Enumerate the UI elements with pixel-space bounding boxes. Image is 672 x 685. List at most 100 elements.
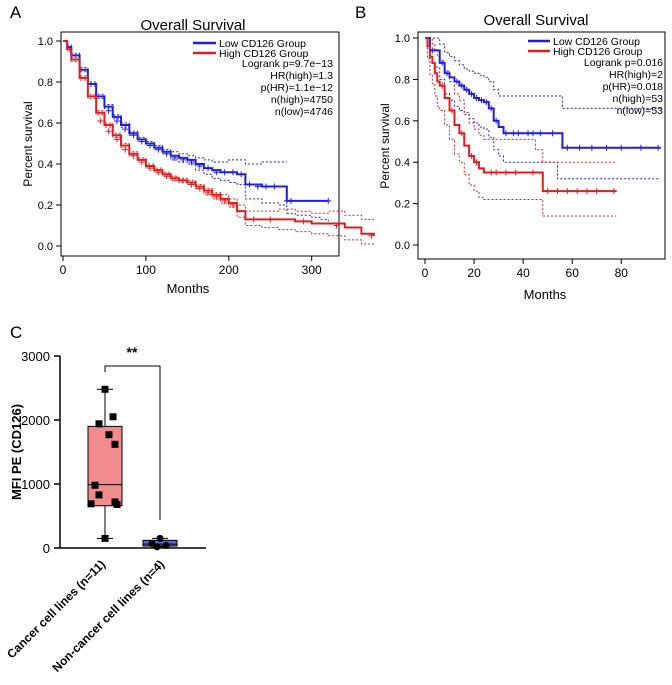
y-tick-label-b: 0.6 <box>395 116 410 128</box>
censor-mark-low-a <box>287 197 294 204</box>
y-tick-label-b: 0.8 <box>395 74 410 86</box>
censor-mark-low-b <box>463 86 470 93</box>
panel-label-a: A <box>10 3 22 22</box>
censor-mark-low-b <box>473 95 480 102</box>
x-tick-label-b: 60 <box>566 266 580 280</box>
censor-mark-low-b <box>502 130 509 137</box>
y-tick-label-b: 0.4 <box>395 157 410 169</box>
y-tick-label-a: 0.2 <box>38 200 53 212</box>
censor-mark-low-a <box>130 132 137 139</box>
data-point-noncancer <box>162 541 170 549</box>
y-axis-label-c: MFI PE (CD126) <box>9 404 24 500</box>
censor-mark-high-a <box>130 152 137 159</box>
censor-mark-high-a <box>221 197 228 204</box>
censor-mark-low-b <box>549 130 556 137</box>
censor-mark-high-b <box>493 169 500 176</box>
censor-mark-low-a <box>254 183 261 190</box>
survival-curve-high-a <box>63 40 375 236</box>
censor-mark-high-b <box>583 188 590 195</box>
censor-mark-low-a <box>138 138 145 145</box>
censor-mark-low-a <box>271 183 278 190</box>
censor-mark-low-a <box>325 197 332 204</box>
chart-title-b: Overall Survival <box>483 12 588 29</box>
x-tick-label-b: 20 <box>467 266 481 280</box>
chart-title-a: Overall Survival <box>140 17 245 34</box>
y-axis-label-a: Percent survival <box>21 101 35 186</box>
censor-mark-high-b <box>439 82 446 89</box>
censor-mark-high-a <box>122 146 129 153</box>
panel-label-b: B <box>355 3 366 22</box>
stat-nlow-a: n(low)=4746 <box>275 106 333 118</box>
censor-mark-high-b <box>610 188 617 195</box>
y-tick-label-b: 0.2 <box>395 199 410 211</box>
censor-mark-low-a <box>196 163 203 170</box>
survival-chart-a: Overall Survival Months Percent survival… <box>21 17 375 296</box>
censor-mark-high-a <box>147 165 154 172</box>
data-point-cancer <box>95 491 103 499</box>
data-point-cancer <box>91 481 99 489</box>
y-tick-label-c: 3000 <box>21 349 50 364</box>
y-tick-label-a: 1.0 <box>38 36 53 48</box>
stat-hr-a: HR(high)=1.3 <box>270 70 333 82</box>
significance-bracket <box>104 365 161 520</box>
x-tick-label-b: 80 <box>615 266 629 280</box>
censor-mark-high-b <box>593 188 600 195</box>
censor-mark-high-a <box>155 169 162 176</box>
censor-mark-low-a <box>213 169 220 176</box>
legend-label-high-a: High CD126 Group <box>219 48 308 60</box>
data-point-noncancer <box>148 540 156 548</box>
censor-mark-low-b <box>483 99 490 106</box>
box-plot-c: MFI PE (CD126) 0 1000 2000 3000 ** Cancer c… <box>4 344 206 675</box>
censor-mark-high-a <box>333 222 340 229</box>
x-tick-label-b: 40 <box>516 266 530 280</box>
data-point-noncancer <box>156 534 164 542</box>
category-label-cancer: Cancer cell lines (n=11) <box>4 557 108 661</box>
data-point-cancer <box>101 534 109 542</box>
y-tick-label-c: 2000 <box>21 413 50 428</box>
y-tick-label-a: 0.6 <box>38 118 53 130</box>
y-tick-label-a: 0.4 <box>38 159 53 171</box>
plot-frame-a <box>60 31 340 257</box>
y-tick-label-a: 0.0 <box>38 241 53 253</box>
censor-mark-low-b <box>537 130 544 137</box>
x-tick-label-a: 300 <box>302 263 322 277</box>
y-tick-label-a: 0.8 <box>38 77 53 89</box>
censor-mark-high-a <box>163 173 170 180</box>
data-point-cancer <box>109 413 117 421</box>
plot-frame-b <box>417 31 666 260</box>
y-tick-label-b: 1.0 <box>395 33 410 45</box>
censor-mark-low-b <box>444 70 451 77</box>
x-tick-label-a: 200 <box>219 263 239 277</box>
censor-mark-high-a <box>196 185 203 192</box>
censor-mark-low-a <box>246 181 253 188</box>
censor-mark-high-b <box>448 107 455 114</box>
censor-mark-low-b <box>603 144 610 151</box>
censor-mark-high-a <box>97 117 104 124</box>
censor-mark-high-b <box>468 152 475 159</box>
censor-mark-high-b <box>458 130 465 137</box>
censor-mark-high-a <box>180 177 187 184</box>
censor-mark-high-b <box>544 188 551 195</box>
censor-mark-low-b <box>576 144 583 151</box>
censor-mark-low-b <box>429 47 436 54</box>
stat-nlow-b: n(low)=53 <box>617 105 664 117</box>
censor-mark-low-a <box>188 158 195 165</box>
censor-mark-high-a <box>205 189 212 196</box>
censor-mark-low-a <box>221 169 228 176</box>
censor-mark-low-b <box>515 130 522 137</box>
censor-mark-low-b <box>468 90 475 97</box>
stat-logrank-a: Logrank p=9.7e−13 <box>242 58 333 70</box>
censor-mark-low-a <box>122 126 129 133</box>
data-point-cancer <box>101 385 109 393</box>
ci-lower-low-a <box>63 40 329 222</box>
legend-label-low-a: Low CD126 Group <box>219 38 306 50</box>
censor-mark-high-b <box>512 169 519 176</box>
censor-mark-low-b <box>458 82 465 89</box>
censor-mark-low-b <box>493 117 500 124</box>
data-point-cancer <box>105 431 113 439</box>
x-tick-label-a: 0 <box>60 263 67 277</box>
category-label-noncancer: Non-cancer cell lines (n=4) <box>49 557 167 675</box>
legend-label-low-b: Low CD126 Group <box>553 36 640 48</box>
data-point-cancer <box>113 500 121 508</box>
